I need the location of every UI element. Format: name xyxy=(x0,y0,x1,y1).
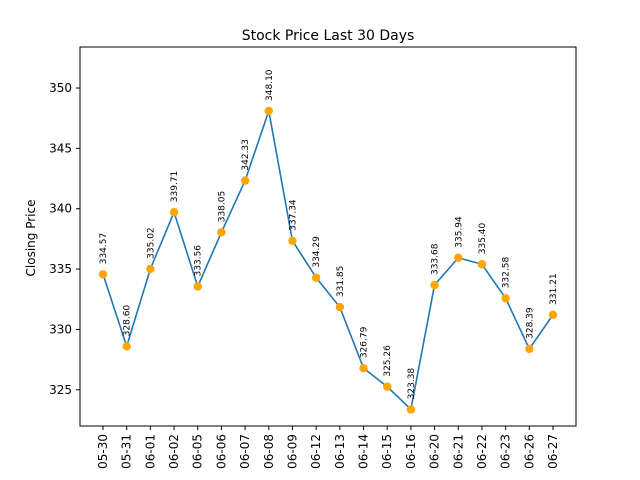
data-label: 334.57 xyxy=(99,233,109,265)
x-tick-label: 06-15 xyxy=(380,434,394,469)
data-point xyxy=(288,236,297,246)
data-point xyxy=(311,273,321,282)
x-tick-label: 06-26 xyxy=(522,434,536,469)
data-label: 328.39 xyxy=(525,307,535,339)
data-point xyxy=(193,282,202,291)
x-tick-label: 06-08 xyxy=(262,434,276,469)
data-point xyxy=(122,342,131,351)
data-point xyxy=(169,208,179,217)
data-label: 333.68 xyxy=(431,243,441,275)
data-point xyxy=(98,270,108,279)
data-point xyxy=(477,260,487,269)
x-tick-label: 06-20 xyxy=(428,434,442,469)
y-tick-label: 340 xyxy=(49,202,72,216)
y-tick-label: 325 xyxy=(49,383,72,397)
x-tick-label: 06-09 xyxy=(285,434,299,469)
x-tick-label: 06-27 xyxy=(546,434,560,469)
data-label: 328.60 xyxy=(123,305,133,337)
data-point xyxy=(525,344,534,354)
data-label: 333.56 xyxy=(194,245,204,277)
series-line xyxy=(102,107,554,411)
x-tick-label: 06-13 xyxy=(333,434,347,469)
x-tick-label: 06-12 xyxy=(309,434,323,469)
x-tick-label: 06-02 xyxy=(167,434,181,469)
x-axis-ticks: 05-30 05-31 06-01 06-02 06-05 06-06 06-07 06-08… xyxy=(96,426,560,469)
x-tick-label: 06-05 xyxy=(191,434,205,469)
data-point xyxy=(501,294,510,303)
plot-frame xyxy=(79,46,577,427)
x-tick-label: 06-21 xyxy=(451,434,465,469)
data-label: 335.94 xyxy=(454,216,464,248)
y-tick-label: 350 xyxy=(49,81,72,95)
data-label: 323.38 xyxy=(407,368,417,400)
y-axis-label: Closing Price xyxy=(24,200,38,277)
data-label: 335.40 xyxy=(478,222,488,254)
data-label: 332.58 xyxy=(502,257,512,289)
data-label: 335.02 xyxy=(146,227,156,259)
data-label: 334.29 xyxy=(312,236,322,268)
data-label: 331.85 xyxy=(336,266,346,298)
data-markers xyxy=(98,106,558,414)
y-axis-ticks: 325 330 335 340 345 350 xyxy=(49,81,80,397)
chart-title: Stock Price Last 30 Days xyxy=(242,28,415,44)
data-labels: 334.57 328.60 335.02 339.71 333.56 338.05 342.… xyxy=(99,69,559,399)
data-point xyxy=(217,228,226,237)
data-label: 326.79 xyxy=(360,326,370,358)
x-tick-label: 06-22 xyxy=(475,434,489,469)
x-tick-label: 05-30 xyxy=(96,434,110,469)
data-label: 348.10 xyxy=(265,69,275,101)
x-tick-label: 06-01 xyxy=(143,434,157,469)
x-tick-label: 06-06 xyxy=(214,434,228,469)
data-point xyxy=(335,302,345,312)
y-tick-label: 330 xyxy=(49,322,72,336)
data-label: 337.34 xyxy=(288,199,298,231)
x-tick-label: 06-16 xyxy=(404,434,418,469)
data-point xyxy=(264,106,273,116)
data-label: 342.33 xyxy=(241,139,251,171)
data-point xyxy=(146,264,155,274)
data-point xyxy=(383,382,392,391)
x-tick-label: 05-31 xyxy=(120,434,134,469)
data-point xyxy=(454,253,463,262)
x-tick-label: 06-14 xyxy=(357,434,371,469)
data-point xyxy=(430,280,439,290)
data-label: 339.71 xyxy=(170,171,180,203)
x-tick-label: 06-23 xyxy=(499,434,513,469)
data-label: 325.26 xyxy=(383,345,393,377)
data-point xyxy=(240,176,250,185)
data-label: 338.05 xyxy=(217,191,227,223)
y-tick-label: 335 xyxy=(49,262,72,276)
data-point xyxy=(406,405,416,414)
data-point xyxy=(548,310,558,320)
data-point xyxy=(359,363,368,373)
x-tick-label: 06-07 xyxy=(238,434,252,469)
y-tick-label: 345 xyxy=(49,141,72,155)
data-label: 331.21 xyxy=(549,273,559,305)
